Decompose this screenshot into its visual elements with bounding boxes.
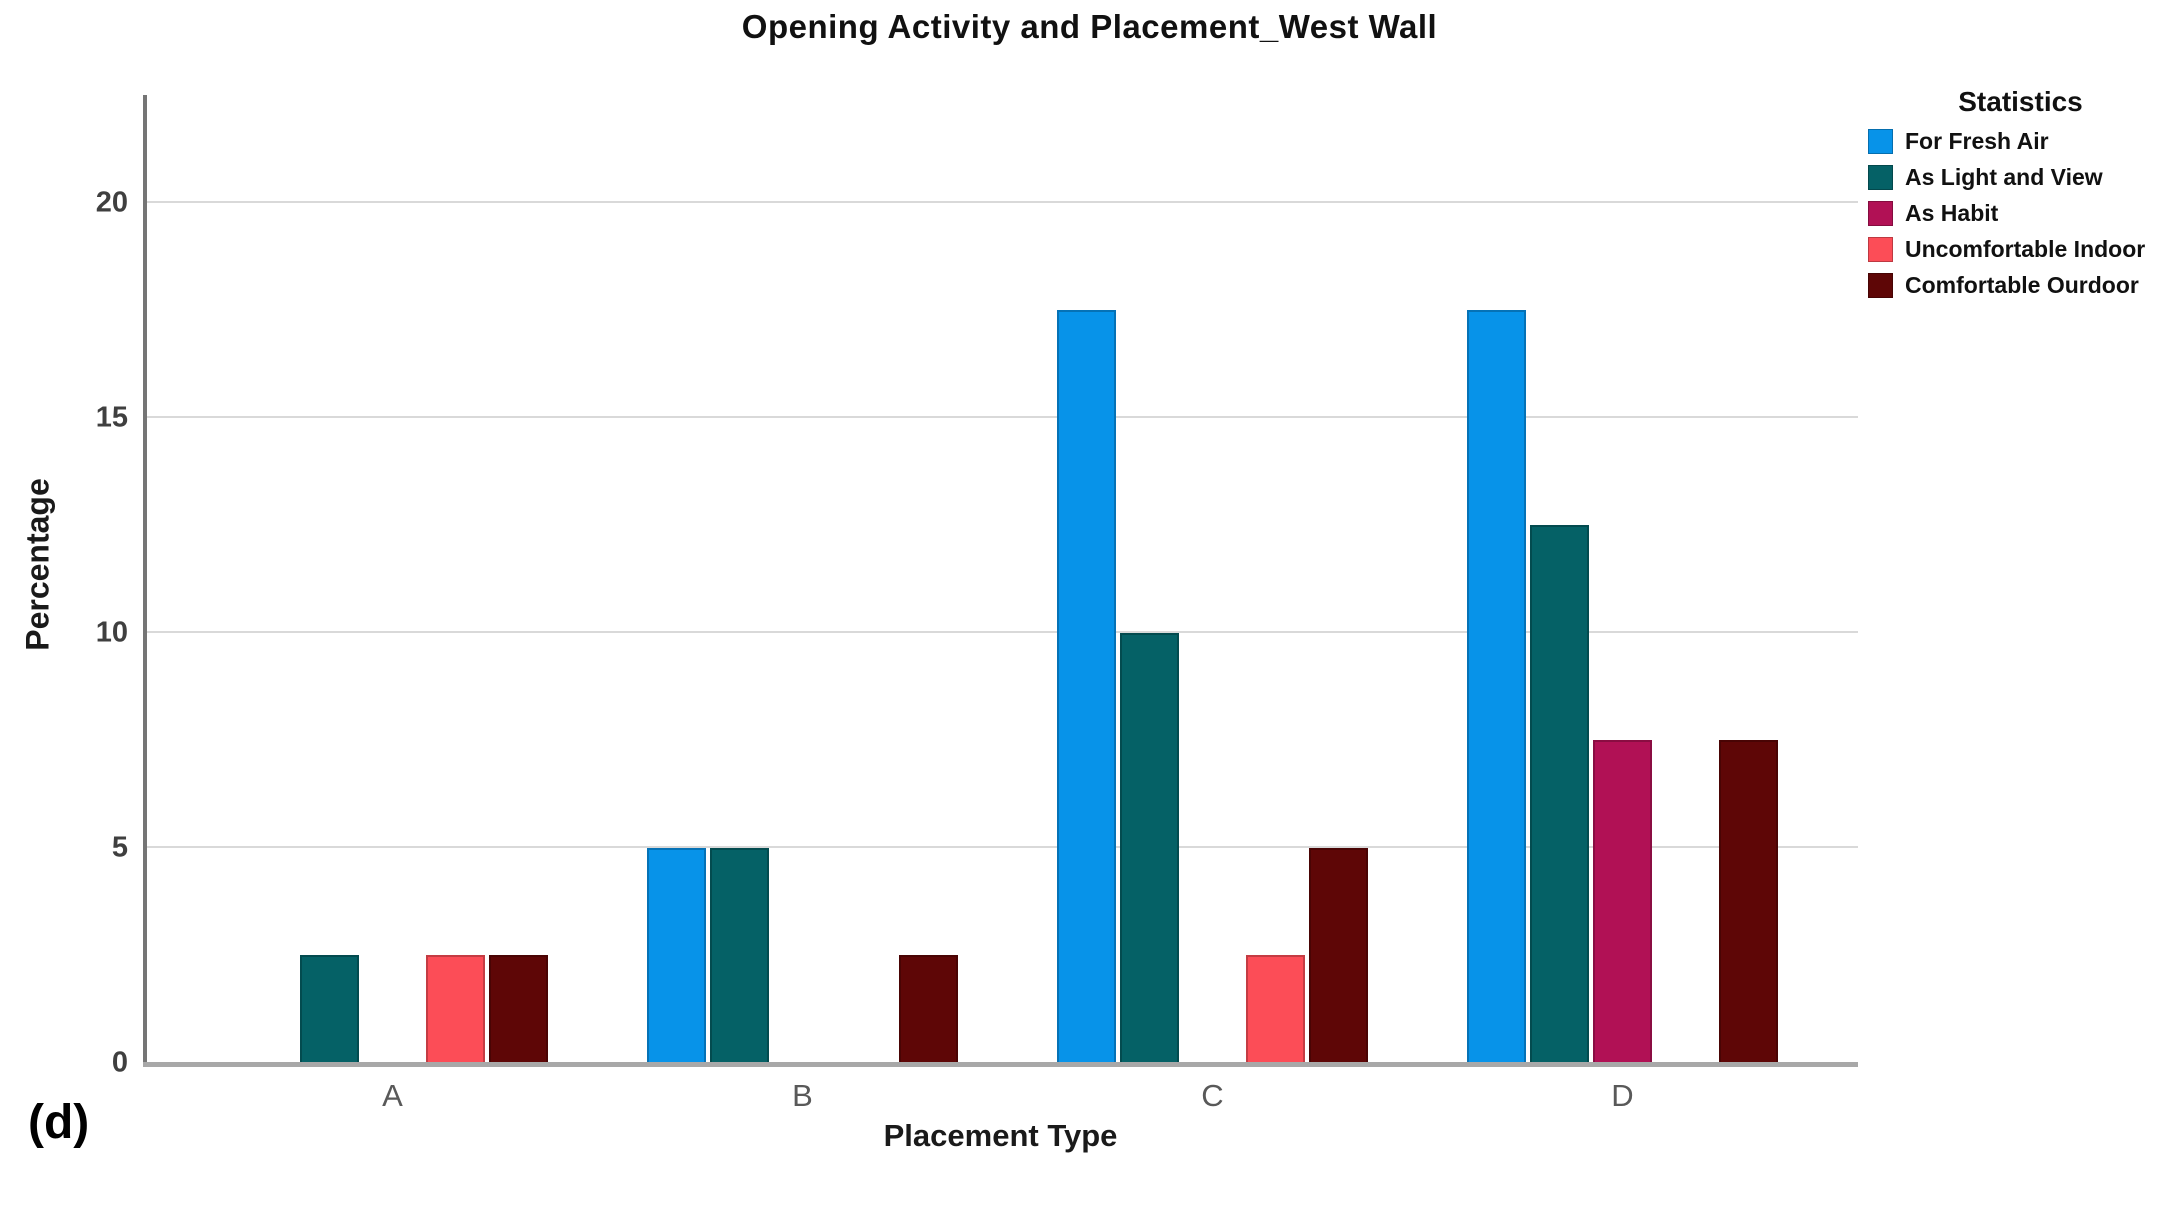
legend-item: Uncomfortable Indoor xyxy=(1868,236,2173,263)
bar-slot xyxy=(1467,95,1526,1063)
legend-swatch-icon xyxy=(1868,165,1893,190)
bar-slot xyxy=(1183,95,1242,1063)
bar-slot xyxy=(1120,95,1179,1063)
legend-swatch-icon xyxy=(1868,201,1893,226)
legend-swatch-icon xyxy=(1868,273,1893,298)
bar-slot xyxy=(1309,95,1368,1063)
legend-item: Comfortable Ourdoor xyxy=(1868,272,2173,299)
gridline-20 xyxy=(143,200,1858,203)
bar-slot xyxy=(1719,95,1778,1063)
bar-B-as-light-and-view xyxy=(710,847,769,1063)
bar-A-uncomfortable-indoor xyxy=(426,955,485,1063)
legend-label: Uncomfortable Indoor xyxy=(1905,236,2146,262)
plot-area xyxy=(143,95,1858,1067)
bar-slot xyxy=(489,95,548,1063)
bar-slot xyxy=(300,95,359,1063)
bar-D-comfortable-ourdoor xyxy=(1719,740,1778,1063)
x-tick-label-C: C xyxy=(1201,1078,1224,1113)
bar-slot xyxy=(773,95,832,1063)
legend-items: For Fresh Air As Light and View As Habit Un… xyxy=(1868,128,2173,299)
legend-label: As Light and View xyxy=(1905,164,2103,190)
gridline-15 xyxy=(143,415,1858,418)
gridline-10 xyxy=(143,630,1858,633)
bar-D-for-fresh-air xyxy=(1467,310,1526,1063)
legend-item: As Habit xyxy=(1868,200,2173,227)
x-axis-label: Placement Type xyxy=(883,1118,1118,1153)
bar-B-for-fresh-air xyxy=(647,847,706,1063)
bar-D-as-habit xyxy=(1593,740,1652,1063)
bar-slot xyxy=(1057,95,1116,1063)
y-tick-label: 5 xyxy=(111,831,128,864)
bar-slot xyxy=(1530,95,1589,1063)
legend-swatch-icon xyxy=(1868,129,1893,154)
bar-C-comfortable-ourdoor xyxy=(1309,847,1368,1063)
y-tick-label: 10 xyxy=(95,616,128,649)
bar-B-comfortable-ourdoor xyxy=(899,955,958,1063)
x-tick-label-B: B xyxy=(792,1078,813,1113)
bar-D-as-light-and-view xyxy=(1530,525,1589,1063)
legend-title: Statistics xyxy=(1958,86,2083,117)
legend-label: Comfortable Ourdoor xyxy=(1905,272,2139,298)
bar-group-D xyxy=(1467,95,1778,1063)
gridline-5 xyxy=(143,845,1858,848)
bar-C-uncomfortable-indoor xyxy=(1246,955,1305,1063)
bar-group-A xyxy=(237,95,548,1063)
x-tick-label-D: D xyxy=(1611,1078,1634,1113)
y-tick-label: 15 xyxy=(95,401,128,434)
bar-slot xyxy=(1593,95,1652,1063)
x-tick-label-A: A xyxy=(382,1078,403,1113)
bar-slot xyxy=(1656,95,1715,1063)
legend-swatch-icon xyxy=(1868,237,1893,262)
bar-A-comfortable-ourdoor xyxy=(489,955,548,1063)
bar-slot xyxy=(899,95,958,1063)
legend-label: For Fresh Air xyxy=(1905,128,2049,154)
bar-C-for-fresh-air xyxy=(1057,310,1116,1063)
chart-title: Opening Activity and Placement_West Wall xyxy=(741,8,1438,45)
legend-item: For Fresh Air xyxy=(1868,128,2173,155)
bar-slot xyxy=(836,95,895,1063)
bar-slot xyxy=(647,95,706,1063)
bar-slot xyxy=(363,95,422,1063)
bar-group-C xyxy=(1057,95,1368,1063)
legend-item: As Light and View xyxy=(1868,164,2173,191)
y-tick-label: 20 xyxy=(95,186,128,219)
bar-slot xyxy=(1246,95,1305,1063)
bar-group-B xyxy=(647,95,958,1063)
bar-slot xyxy=(426,95,485,1063)
bar-C-as-light-and-view xyxy=(1120,632,1179,1063)
y-axis-label: Percentage xyxy=(19,478,56,651)
bar-slot xyxy=(237,95,296,1063)
legend-label: As Habit xyxy=(1905,200,1999,226)
panel-label: (d) xyxy=(28,1096,90,1149)
bar-A-as-light-and-view xyxy=(300,955,359,1063)
y-axis-line xyxy=(143,95,147,1063)
legend: Statistics For Fresh Air As Light and Vie… xyxy=(1868,86,2173,308)
bar-slot xyxy=(710,95,769,1063)
x-axis-line xyxy=(143,1062,1858,1067)
y-tick-label: 0 xyxy=(111,1046,128,1079)
